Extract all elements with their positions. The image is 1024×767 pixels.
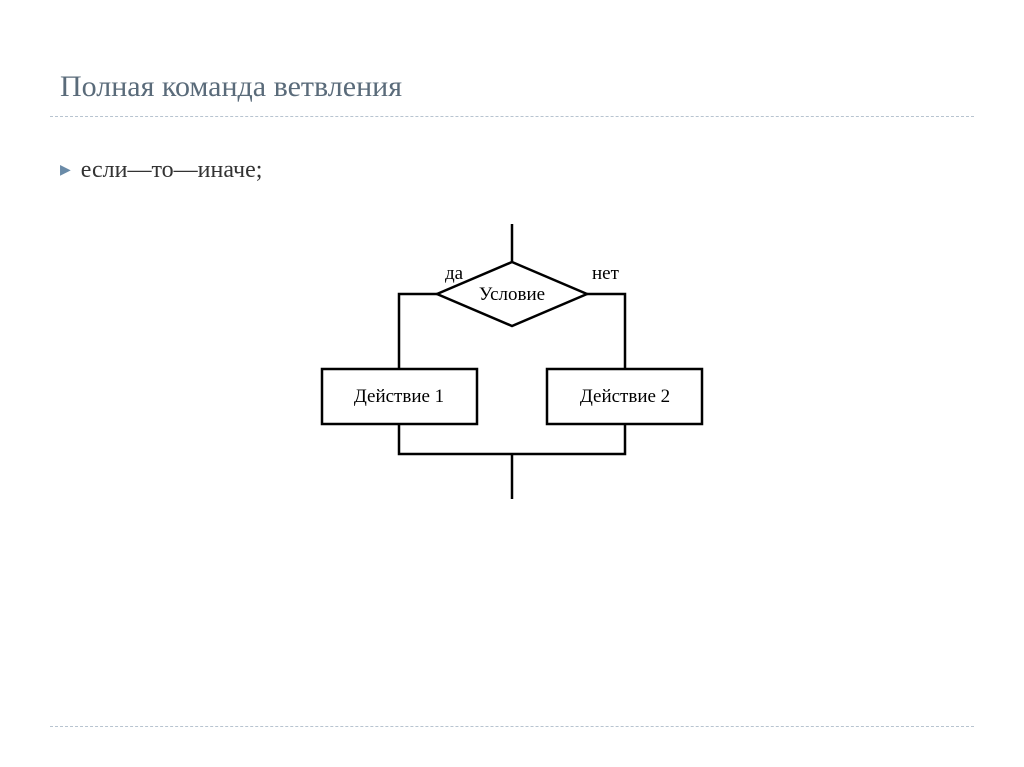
action1-label: Действие 1 [354, 386, 444, 407]
bullet-text: если—то—иначе; [81, 157, 263, 184]
bullet-row: ▶ если—то—иначе; [50, 157, 974, 184]
edge-label-yes: да [445, 263, 464, 284]
page-title: Полная команда ветвления [50, 70, 974, 104]
edge-label-no: нет [592, 263, 620, 284]
bullet-icon: ▶ [60, 162, 71, 179]
divider-top [50, 116, 974, 117]
diagram-container: Условие Действие 1 Действие 2 да нет [50, 224, 974, 514]
flow-lines: Условие Действие 1 Действие 2 да нет [287, 224, 737, 514]
condition-label: Условие [479, 284, 545, 305]
flowchart: Условие Действие 1 Действие 2 да нет [287, 224, 737, 514]
action2-label: Действие 2 [580, 386, 670, 407]
divider-bottom [50, 726, 974, 727]
